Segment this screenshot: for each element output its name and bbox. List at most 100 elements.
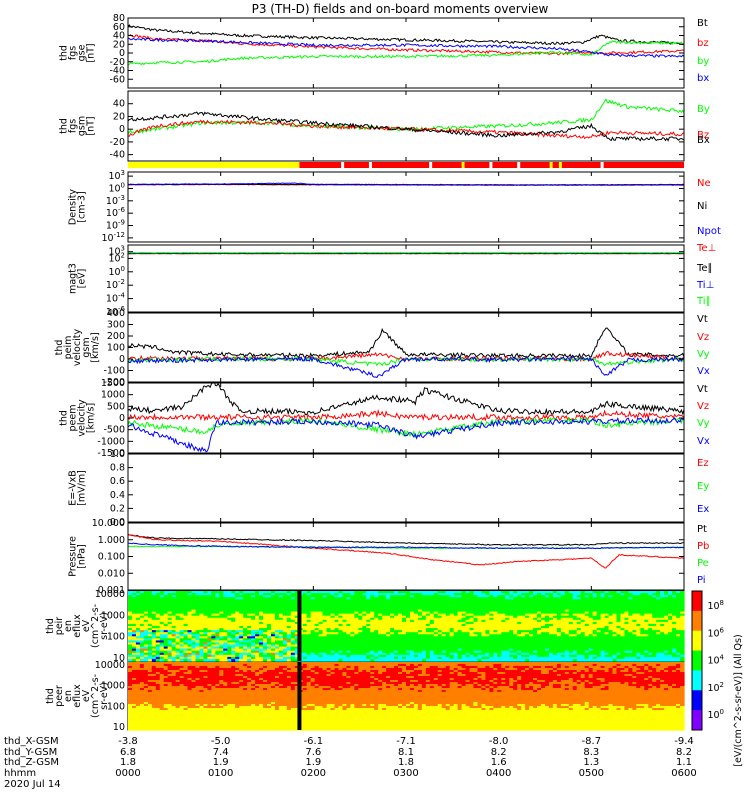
spectrogram-cell <box>489 595 494 598</box>
spectrogram-cell <box>489 611 494 615</box>
spectrogram-cell <box>251 644 256 648</box>
spectrogram-cell <box>322 619 328 623</box>
spectrogram-cell <box>259 595 264 598</box>
spectrogram-cell <box>402 658 407 662</box>
spectrogram-cell <box>282 615 288 619</box>
spectrogram-cell <box>592 636 598 639</box>
spectrogram-cell <box>584 595 590 598</box>
spectrogram-cell <box>441 656 447 660</box>
spectrogram-cell <box>588 623 594 627</box>
spectrogram-cell <box>370 603 375 607</box>
spectrogram-cell <box>509 605 514 609</box>
spectrogram-cell <box>429 654 435 658</box>
spectrogram-cell <box>604 605 610 609</box>
spectrogram-cell <box>644 654 649 658</box>
spectrogram-cell <box>322 626 328 629</box>
spectrogram-cell <box>366 646 371 650</box>
mode-bar-layer <box>128 162 684 168</box>
spectrogram-cell <box>529 613 534 617</box>
spectrogram-cell <box>235 656 240 660</box>
spectrogram-cell <box>509 613 514 617</box>
spectrogram-cell <box>473 595 479 598</box>
spectrogram-cell <box>429 644 435 648</box>
spectrogram-cell <box>326 605 332 609</box>
spectrogram-cell <box>406 626 411 629</box>
spectrogram-cell <box>541 634 546 637</box>
y-axis-label: eV <box>81 619 92 632</box>
spectrogram-cell <box>453 617 459 621</box>
spectrogram-cell <box>592 642 598 646</box>
spectrogram-cell <box>243 621 248 625</box>
spectrogram-cell <box>310 609 316 613</box>
spectrogram-cell <box>378 591 383 594</box>
spectrogram-cell <box>151 619 157 623</box>
spectrogram-cell <box>155 603 161 607</box>
spectrogram-cell <box>131 638 137 642</box>
spectrogram-cell <box>310 650 316 654</box>
spectrogram-cell <box>640 636 645 639</box>
spectrogram-cell <box>175 601 181 604</box>
spectrogram-cell <box>644 636 649 639</box>
spectrogram-cell <box>644 658 649 662</box>
spectrogram-cell <box>378 619 383 623</box>
spectrogram-cell <box>628 603 633 607</box>
spectrogram-cell <box>632 640 637 644</box>
spectrogram-cell <box>167 626 173 629</box>
spectrogram-cell <box>151 597 157 600</box>
spectrogram-cell <box>255 652 260 656</box>
spectrogram-cell <box>600 611 606 615</box>
spectrogram-cell <box>497 607 502 611</box>
spectrogram-cell <box>600 609 606 613</box>
spectrogram-cell <box>449 636 455 639</box>
spectrogram-cell <box>203 626 209 629</box>
spectrogram-cell <box>310 607 316 611</box>
spectrogram-cell <box>600 644 606 648</box>
spectrogram-cell <box>457 619 463 623</box>
spectrogram-cell <box>600 593 606 596</box>
spectrogram-cell <box>449 623 455 627</box>
spectrogram-cell <box>251 599 256 602</box>
spectrogram-cell <box>652 621 657 625</box>
spectrogram-cell <box>135 615 141 619</box>
spectrogram-cell <box>433 630 439 633</box>
spectrogram-cell <box>473 597 479 600</box>
spectrogram-cell <box>286 609 292 613</box>
spectrogram-cell <box>171 603 177 607</box>
spectrogram-cell <box>652 591 657 594</box>
spectrogram-cell <box>334 650 340 654</box>
spectrogram-cell <box>282 609 288 613</box>
spectrogram-cell <box>580 656 586 660</box>
spectrogram-cell <box>402 650 407 654</box>
spectrogram-cell <box>425 597 431 600</box>
spectrogram-cell <box>179 644 185 648</box>
spectrogram-cell <box>294 623 300 627</box>
spectrogram-cell <box>131 607 137 611</box>
spectrogram-cell <box>294 601 300 604</box>
spectrogram-cell <box>632 650 637 654</box>
spectrogram-cell <box>409 636 415 639</box>
spectrogram-cell <box>485 609 490 613</box>
spectrogram-cell <box>334 619 340 623</box>
spectrogram-cell <box>290 595 296 598</box>
spectrogram-cell <box>636 611 641 615</box>
spectrogram-cell <box>147 642 153 646</box>
spectrogram-cell <box>211 605 216 609</box>
spectrogram-cell <box>390 646 395 650</box>
spectrogram-cell <box>449 599 455 602</box>
spectrogram-cell <box>628 656 633 660</box>
spectrogram-cell <box>481 658 487 662</box>
spectrogram-cell <box>163 644 169 648</box>
spectrogram-cell <box>413 593 419 596</box>
spectrogram-cell <box>350 644 355 648</box>
spectrogram-cell <box>497 632 502 635</box>
spectrogram-cell <box>227 611 232 615</box>
spectrogram-cell <box>604 591 610 594</box>
spectrogram-cell <box>282 617 288 621</box>
spectrogram-cell <box>600 638 606 642</box>
spectrogram-cell <box>207 656 212 660</box>
spectrogram-cell <box>294 642 300 646</box>
spectrogram-cell <box>378 607 383 611</box>
spectrogram-cell <box>580 648 586 652</box>
spectrogram-cell <box>501 611 506 615</box>
spectrogram-cell <box>163 597 169 600</box>
